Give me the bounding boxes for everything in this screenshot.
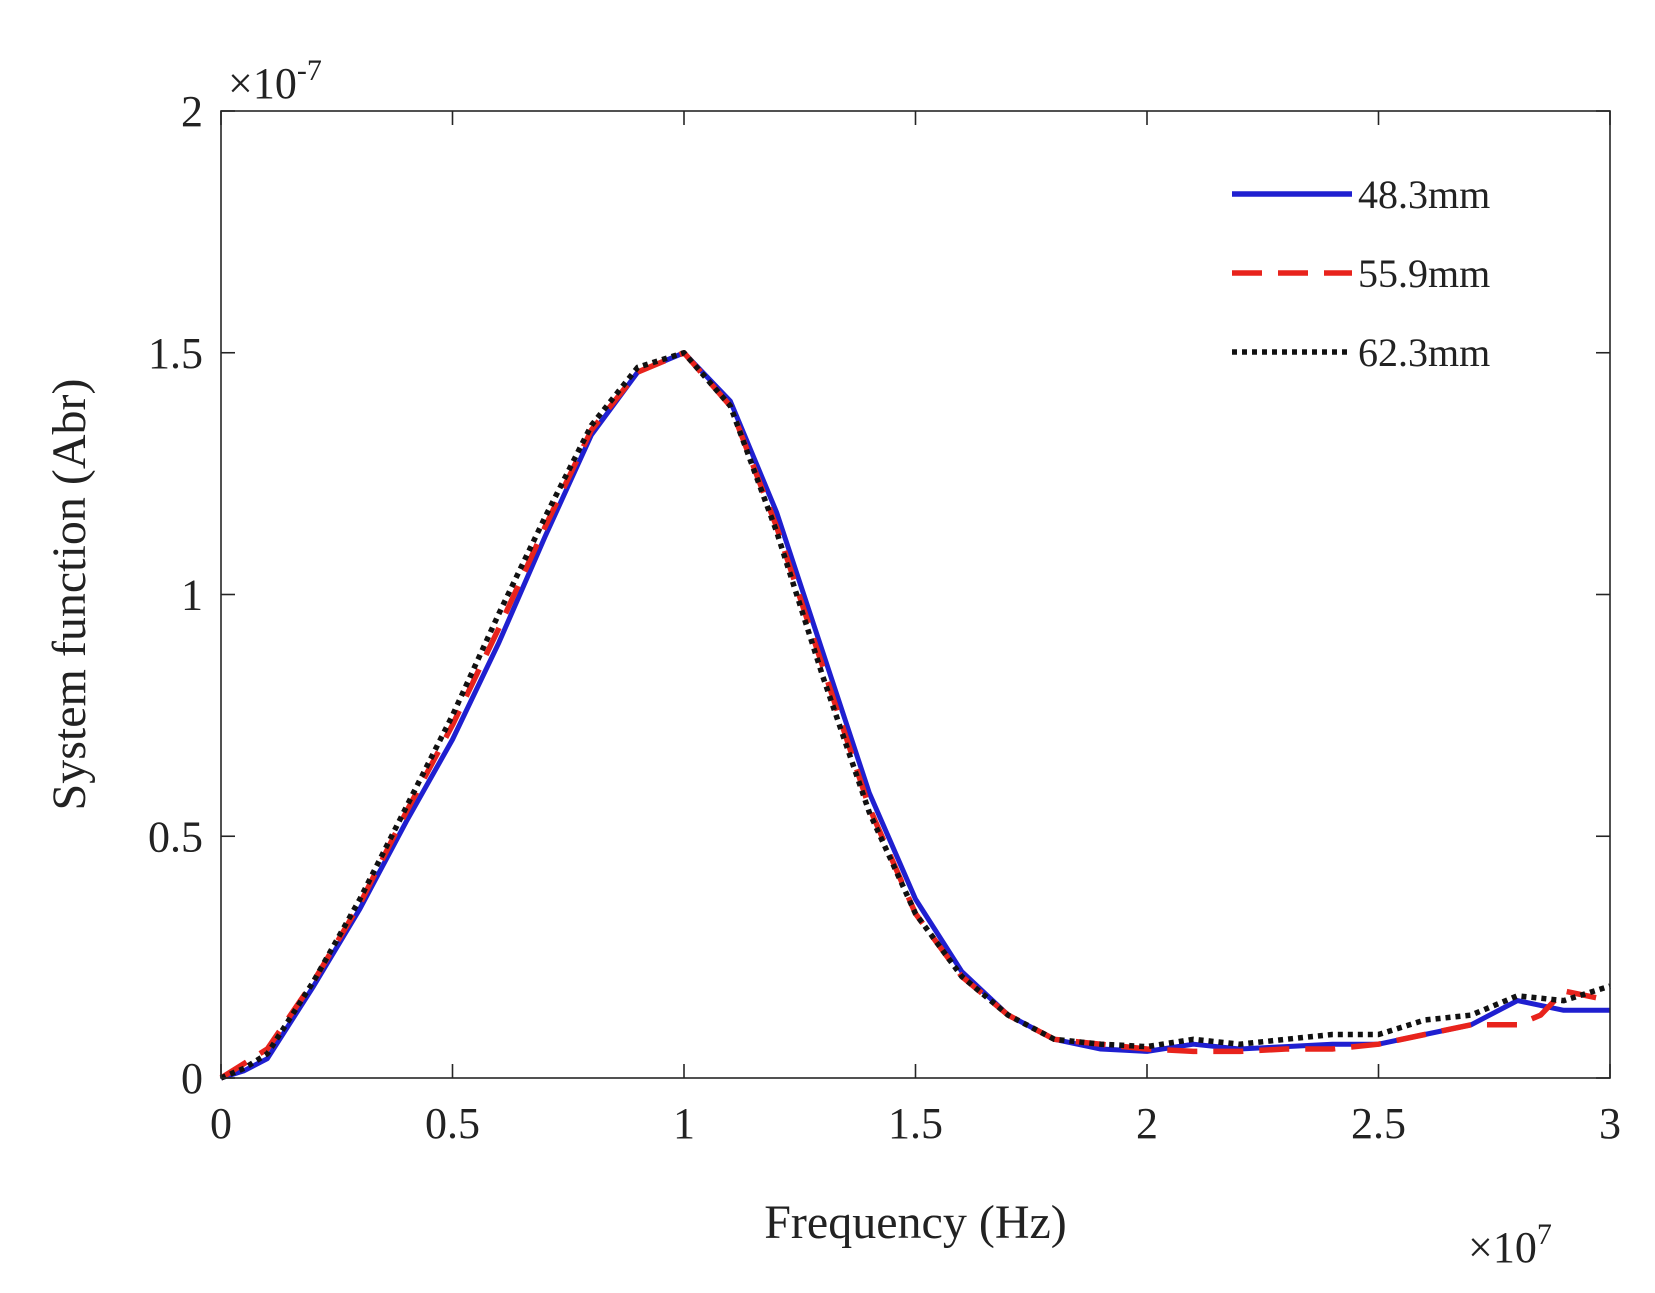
ticks-layer (220, 110, 1611, 1079)
x-multiplier-exponent: 7 (1537, 1218, 1552, 1251)
x-axis-multiplier: ×107 (1468, 1218, 1552, 1272)
legend-label-48-3mm: 48.3mm (1358, 172, 1490, 217)
x-axis-label: Frequency (Hz) (764, 1196, 1067, 1249)
legend: 48.3mm 55.9mm 62.3mm (1232, 172, 1490, 375)
y-tick-label: 2 (181, 87, 203, 136)
series-layer (219, 350, 1611, 1081)
y-multiplier-exponent: -7 (297, 54, 322, 87)
legend-label-55-9mm: 55.9mm (1358, 251, 1490, 296)
y-tick-label: 0.5 (148, 812, 203, 861)
x-tick-label: 3 (1599, 1099, 1621, 1148)
tick-labels-layer: 0 0.5 1 1.5 2 2.5 3 0 0.5 1 1.5 2 (148, 87, 1621, 1148)
x-tick-label: 0.5 (425, 1099, 480, 1148)
y-axis-label: System function (Abr) (43, 379, 96, 811)
x-multiplier-base: ×10 (1468, 1223, 1537, 1272)
y-tick-label: 1 (181, 571, 203, 620)
x-tick-label: 2 (1136, 1099, 1158, 1148)
y-axis-multiplier: ×10-7 (228, 54, 322, 108)
x-tick-label: 1 (673, 1099, 695, 1148)
y-tick-label: 0 (181, 1054, 203, 1103)
x-tick-label: 0 (210, 1099, 232, 1148)
y-multiplier-base: ×10 (228, 59, 297, 108)
legend-label-62-3mm: 62.3mm (1358, 330, 1490, 375)
x-tick-label: 2.5 (1351, 1099, 1406, 1148)
series-line-62-3mm (219, 350, 1611, 1081)
y-tick-label: 1.5 (148, 329, 203, 378)
x-tick-label: 1.5 (888, 1099, 943, 1148)
